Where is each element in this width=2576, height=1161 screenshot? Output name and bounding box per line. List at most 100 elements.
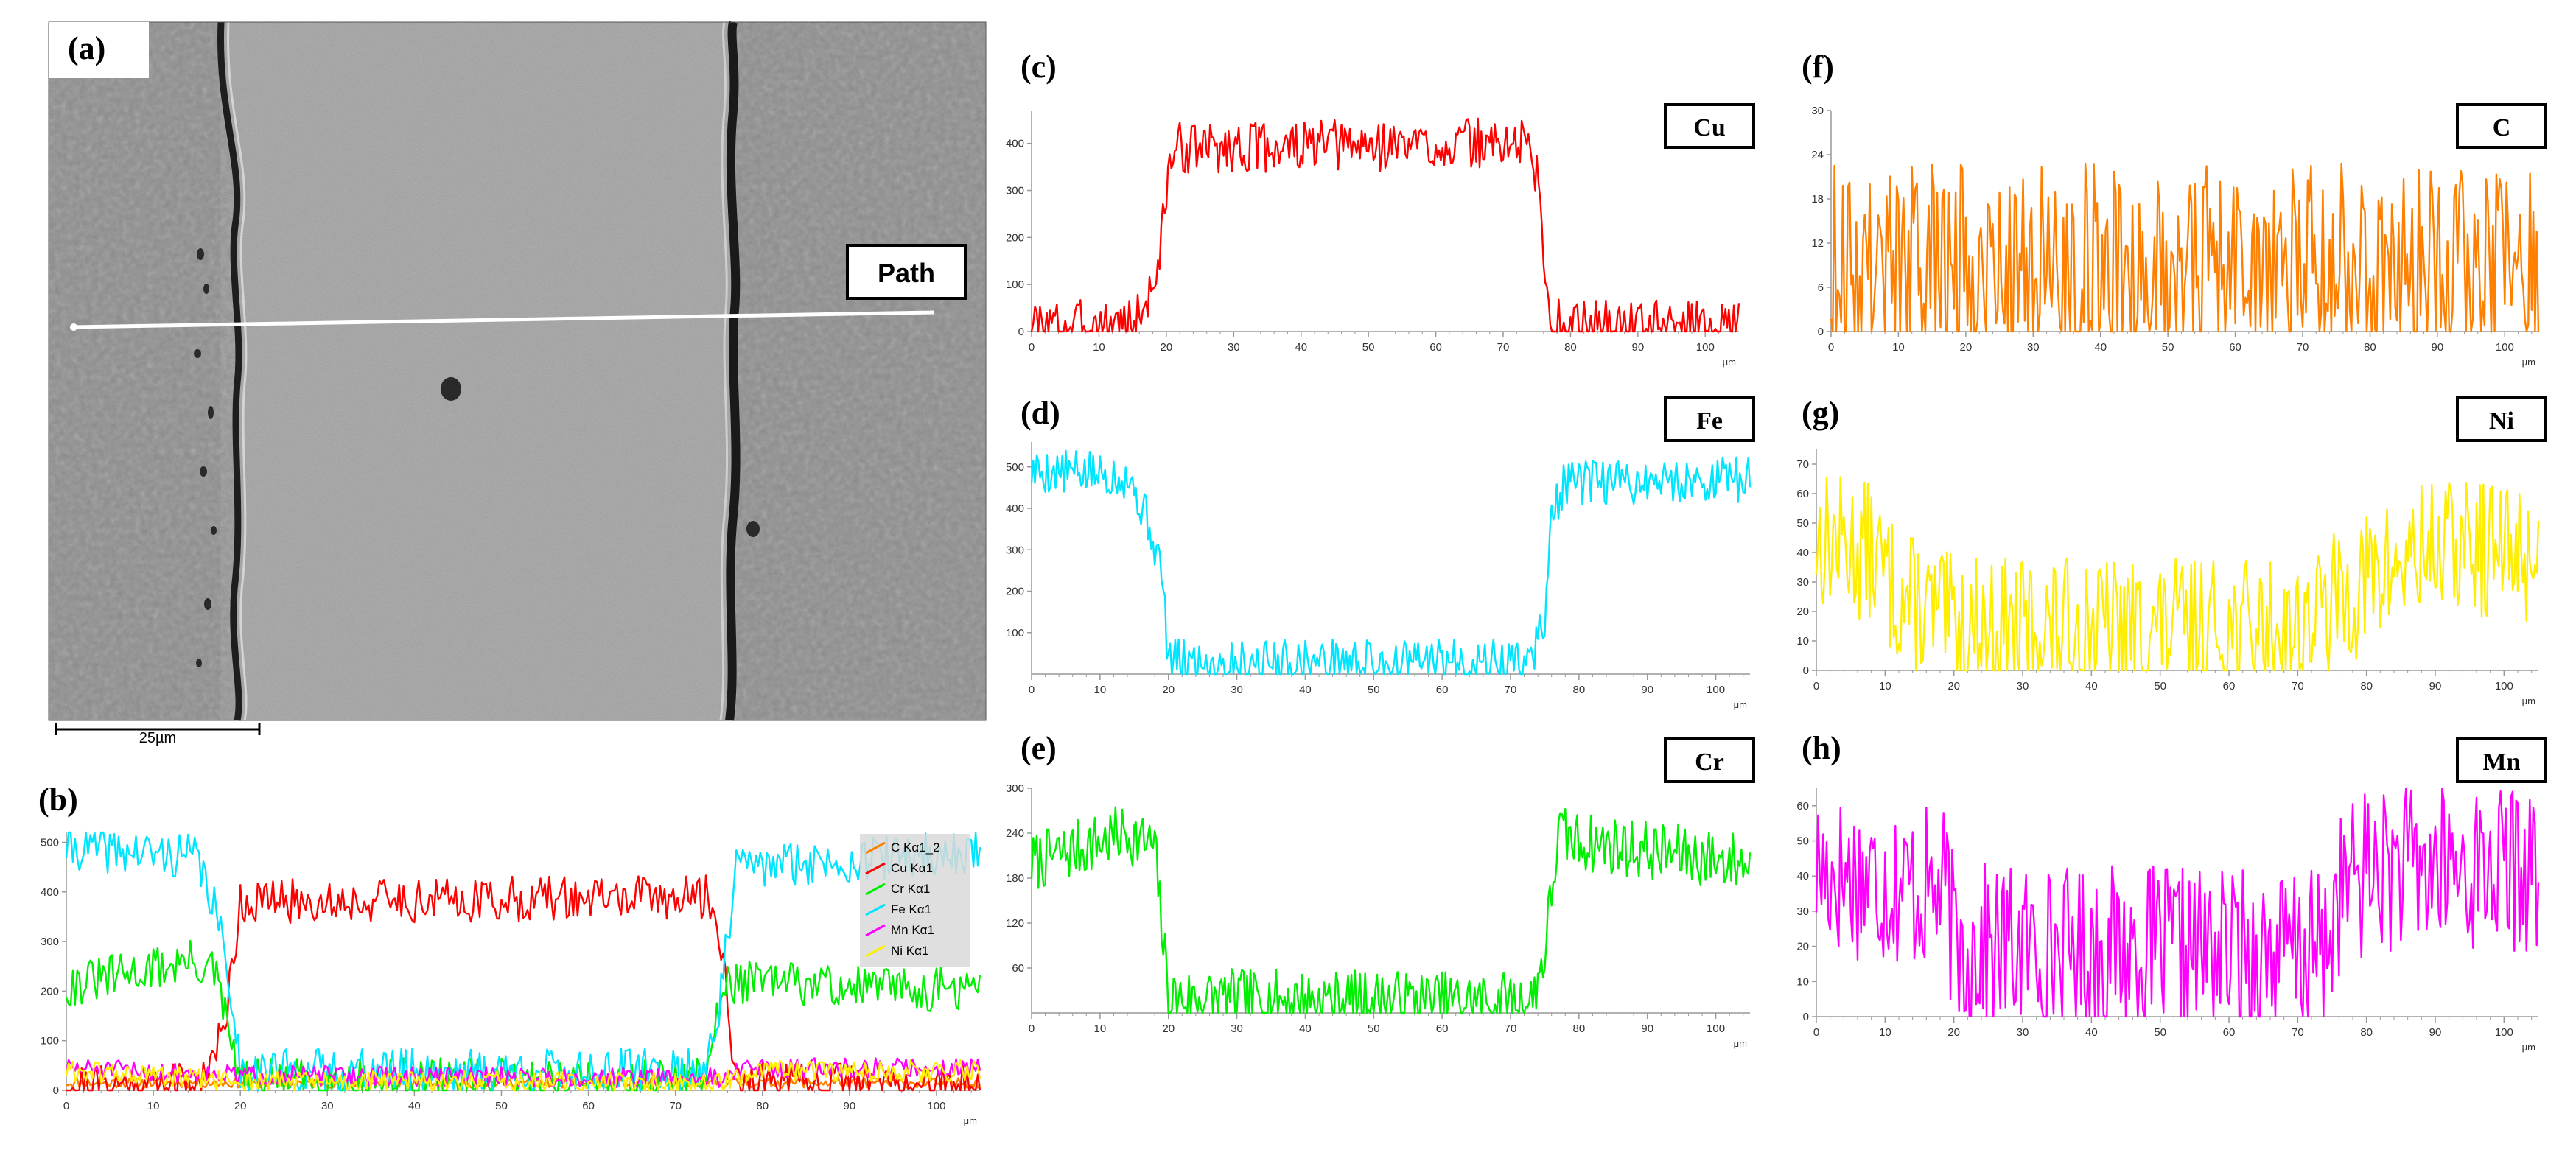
series-line-fe	[1030, 449, 1751, 676]
series-line-c	[1830, 162, 2540, 333]
x-tick-label: 30	[321, 1100, 334, 1112]
x-tick-label: 0	[1029, 341, 1035, 354]
legend-entry: Mn Kα1	[891, 923, 934, 937]
panel-g-label: (g)	[1802, 395, 1839, 431]
x-tick-label: 0	[1813, 680, 1819, 692]
x-tick-label: 60	[2223, 1026, 2236, 1039]
path-label-box	[846, 244, 967, 300]
x-tick-label: 30	[1231, 1023, 1243, 1035]
legend-entry: C Kα1_2	[891, 841, 940, 855]
chart-panel-c: (c) 0 10 20 30 40 50 60 70 80 90 100 0 100 200 300 400 μm…	[1006, 49, 1755, 368]
x-tick-label: 10	[1879, 680, 1891, 692]
y-tick-label: 50	[1796, 517, 1809, 530]
y-tick-label: 30	[1796, 576, 1809, 589]
x-unit-label: μm	[1734, 699, 1747, 710]
series-line-cu	[1030, 117, 1740, 333]
x-tick-label: 0	[1813, 1026, 1819, 1039]
legend-swatch	[865, 903, 886, 916]
y-tick-label: 100	[1006, 627, 1024, 639]
x-tick-label: 70	[669, 1100, 682, 1112]
x-tick-label: 30	[2017, 680, 2029, 692]
y-tick-label: 60	[1796, 488, 1809, 500]
legend-swatch	[865, 862, 886, 875]
legend-swatch	[865, 883, 886, 896]
series-line-cu	[66, 874, 981, 1092]
x-tick-label: 10	[1879, 1026, 1891, 1039]
x-tick-label: 50	[1368, 684, 1380, 696]
x-tick-label: 80	[2360, 680, 2373, 692]
panel-d-label: (d)	[1021, 395, 1060, 431]
y-tick-label: 240	[1006, 827, 1024, 840]
element-label-box	[2456, 396, 2547, 442]
sem-panel: (a) Path 25µm	[48, 21, 987, 746]
left-interface-highlight	[227, 21, 248, 721]
series-line-ni	[1815, 476, 2540, 672]
element-label-box	[1664, 103, 1755, 149]
y-tick-label: 40	[1796, 547, 1809, 559]
x-tick-label: 40	[1299, 684, 1312, 696]
x-tick-label: 50	[2154, 1026, 2166, 1039]
element-label: Cr	[1695, 748, 1724, 776]
x-tick-label: 30	[1228, 341, 1240, 354]
line-scan-path	[73, 310, 935, 329]
x-tick-label: 40	[2094, 341, 2107, 354]
legend-entry: Cu Kα1	[891, 861, 933, 875]
x-tick-label: 10	[1093, 341, 1105, 354]
x-tick-label: 60	[1436, 1023, 1449, 1035]
y-tick-label: 20	[1796, 606, 1809, 618]
left-interface	[217, 21, 242, 721]
x-tick-label: 90	[1641, 684, 1653, 696]
x-tick-label: 90	[844, 1100, 856, 1112]
x-unit-label: μm	[2522, 695, 2535, 706]
x-tick-label: 30	[1231, 684, 1243, 696]
x-tick-label: 20	[1960, 341, 1973, 354]
x-tick-label: 80	[2360, 1026, 2373, 1039]
right-interface-highlight	[719, 21, 729, 721]
series-line-cr	[1030, 806, 1751, 1014]
legend-box	[860, 834, 970, 967]
x-tick-label: 60	[2229, 341, 2241, 354]
element-label: Mn	[2483, 748, 2521, 776]
legend-entry: Fe Kα1	[891, 902, 931, 916]
y-tick-label: 200	[1006, 586, 1024, 598]
x-tick-label: 50	[1368, 1023, 1380, 1035]
series-line-mn	[1815, 787, 2540, 1018]
x-tick-label: 40	[1299, 1023, 1312, 1035]
x-tick-label: 10	[1094, 1023, 1107, 1035]
x-tick-label: 50	[495, 1100, 508, 1112]
x-tick-label: 40	[408, 1100, 421, 1112]
path-label: Path	[878, 258, 935, 288]
x-tick-label: 60	[582, 1100, 595, 1112]
x-tick-label: 40	[2085, 1026, 2098, 1039]
x-tick-label: 10	[1094, 684, 1107, 696]
x-tick-label: 100	[2495, 680, 2513, 692]
x-tick-label: 90	[1632, 341, 1645, 354]
x-tick-label: 10	[1892, 341, 1905, 354]
y-tick-label: 300	[41, 936, 59, 948]
x-unit-label: μm	[1723, 357, 1736, 368]
x-tick-label: 20	[1162, 1023, 1175, 1035]
x-tick-label: 100	[1696, 341, 1715, 354]
y-tick-label: 20	[1796, 941, 1809, 953]
y-tick-label: 500	[1006, 461, 1024, 474]
y-tick-label: 10	[1796, 975, 1809, 988]
element-label: Cu	[1693, 114, 1725, 141]
panel-a-label: (a)	[68, 30, 105, 66]
chart-panel-g: (g) 0 10 20 30 40 50 60 70 80 90 100 0 10 20 30 40 50 60 70…	[1796, 395, 2547, 706]
x-tick-label: 60	[1429, 341, 1442, 354]
panel-b-label: (b)	[38, 782, 78, 818]
y-tick-label: 30	[1811, 105, 1824, 117]
x-unit-label: μm	[2522, 1042, 2535, 1053]
element-label-box	[1664, 737, 1755, 783]
x-tick-label: 70	[2292, 1026, 2304, 1039]
right-interface	[725, 21, 741, 721]
x-tick-label: 70	[1505, 684, 1517, 696]
y-tick-label: 400	[41, 886, 59, 899]
y-tick-label: 400	[1006, 138, 1024, 150]
y-tick-label: 300	[1006, 544, 1024, 556]
y-tick-label: 30	[1796, 905, 1809, 918]
y-tick-label: 0	[1818, 326, 1824, 338]
x-tick-label: 40	[2085, 680, 2098, 692]
x-tick-label: 10	[147, 1100, 160, 1112]
series-line-mn	[65, 1057, 981, 1088]
